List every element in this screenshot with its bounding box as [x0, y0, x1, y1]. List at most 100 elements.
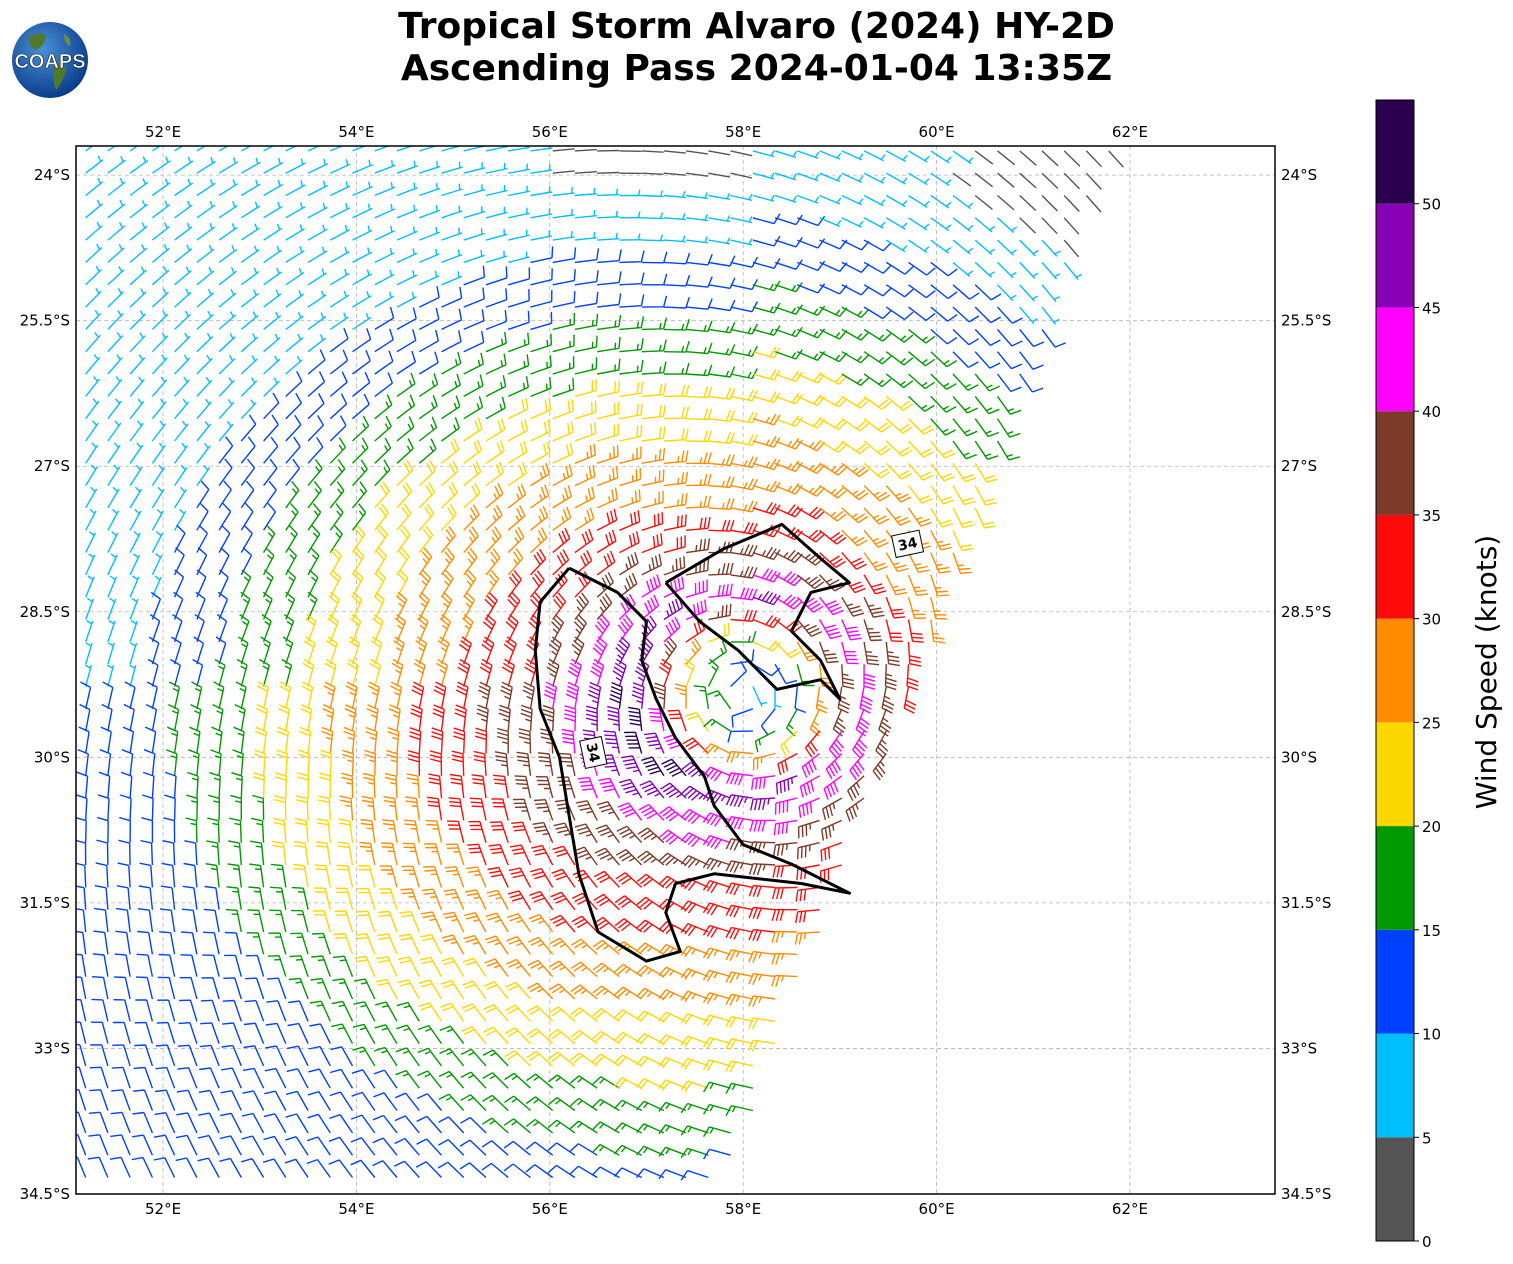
wind-barb	[907, 462, 934, 481]
wind-barb	[418, 394, 438, 420]
wind-barb	[528, 614, 542, 643]
wind-barb	[825, 753, 843, 780]
wind-barb	[771, 930, 798, 943]
wind-barb	[266, 1000, 287, 1022]
wind-barb	[139, 862, 154, 888]
wind-barb	[552, 269, 576, 286]
wind-barb	[256, 681, 269, 709]
wind-barb	[396, 226, 418, 241]
wind-barb	[504, 1072, 531, 1089]
wind-barb	[619, 211, 642, 219]
wind-barb	[307, 146, 321, 152]
wind-barb	[1063, 261, 1083, 280]
wind-barb	[177, 1067, 198, 1089]
wind-barb	[726, 750, 753, 763]
wind-barb	[1063, 217, 1080, 235]
wind-barb	[996, 373, 1022, 393]
wind-barb	[85, 354, 101, 375]
wind-barb	[396, 248, 418, 264]
wind-barb	[845, 797, 865, 822]
wind-barb	[107, 486, 120, 509]
wind-barb	[416, 1115, 443, 1134]
lat-tick-label: 34.5°S	[1281, 1185, 1331, 1203]
wind-barb	[597, 293, 622, 308]
wind-barb	[156, 1021, 176, 1044]
lon-tick-label: 60°E	[919, 1200, 955, 1218]
wind-barb	[416, 613, 429, 643]
wind-barb	[85, 376, 100, 397]
wind-barb	[908, 306, 936, 321]
wind-barb	[76, 862, 87, 888]
wind-barb	[218, 436, 234, 464]
colorbar-tick-label: 30	[1422, 611, 1441, 629]
wind-barb	[423, 865, 443, 888]
wind-barb	[725, 1038, 754, 1051]
wind-barb	[952, 462, 977, 483]
wind-barb	[307, 525, 321, 553]
wind-barb	[129, 200, 148, 219]
wind-barb	[459, 1139, 487, 1156]
wind-barb	[352, 203, 373, 219]
wind-barb	[908, 418, 935, 435]
wind-barb	[261, 614, 272, 643]
wind-barb	[680, 1013, 709, 1025]
wind-barb	[181, 931, 198, 955]
wind-barb	[164, 794, 176, 821]
wind-barb	[574, 464, 596, 487]
wind-barb	[750, 797, 776, 811]
wind-barb	[85, 530, 97, 553]
wind-barb	[663, 252, 691, 265]
wind-barb	[774, 437, 803, 450]
wind-barb	[686, 538, 711, 554]
wind-barb	[730, 411, 758, 424]
wind-barb	[418, 416, 438, 442]
wind-barb	[514, 775, 532, 799]
colorbar-tick-label: 25	[1422, 714, 1441, 732]
wind-barb	[528, 936, 554, 955]
wind-barb	[774, 281, 803, 293]
wind-barb	[374, 247, 395, 264]
wind-barb	[307, 393, 325, 420]
wind-barb	[218, 524, 231, 553]
wind-barb	[418, 373, 439, 397]
wind-barb	[112, 1044, 131, 1067]
wind-barb	[774, 392, 803, 405]
wind-barb	[439, 613, 452, 643]
wind-barb	[774, 460, 803, 473]
wind-barb	[974, 462, 998, 483]
wind-barb	[658, 898, 687, 912]
wind-barb	[930, 597, 948, 620]
wind-barb	[463, 569, 477, 598]
colorbar-label: Wind Speed (knots)	[1470, 535, 1503, 809]
wind-barb	[797, 819, 820, 839]
wind-barb	[129, 553, 141, 576]
title-line-2: Ascending Pass 2024-01-04 13:35Z	[400, 48, 1113, 89]
wind-barb	[878, 708, 892, 737]
wind-barb	[1041, 328, 1066, 348]
wind-barb	[485, 250, 508, 264]
wind-barb	[863, 373, 892, 388]
wind-barb	[708, 497, 735, 510]
wind-barb	[329, 371, 348, 397]
wind-barb	[374, 306, 395, 330]
wind-barb	[107, 420, 122, 442]
wind-barb	[79, 703, 91, 732]
wind-barb	[841, 328, 870, 341]
wind-barb	[780, 730, 798, 757]
wind-barb	[366, 704, 379, 732]
wind-barb	[1041, 150, 1059, 167]
wind-barb	[680, 854, 709, 869]
wind-barb	[648, 708, 665, 732]
wind-barb	[641, 295, 668, 308]
colorbar-segment	[1376, 929, 1414, 1034]
wind-barb	[885, 641, 901, 667]
wind-barb	[189, 726, 201, 754]
wind-barb	[100, 726, 112, 754]
wind-barb	[663, 450, 689, 464]
wind-barb	[478, 681, 491, 709]
wind-barb	[107, 464, 121, 486]
wind-barb	[528, 913, 554, 933]
wind-barb	[530, 505, 549, 531]
wind-barb	[796, 439, 826, 452]
wind-barb	[88, 1134, 109, 1156]
